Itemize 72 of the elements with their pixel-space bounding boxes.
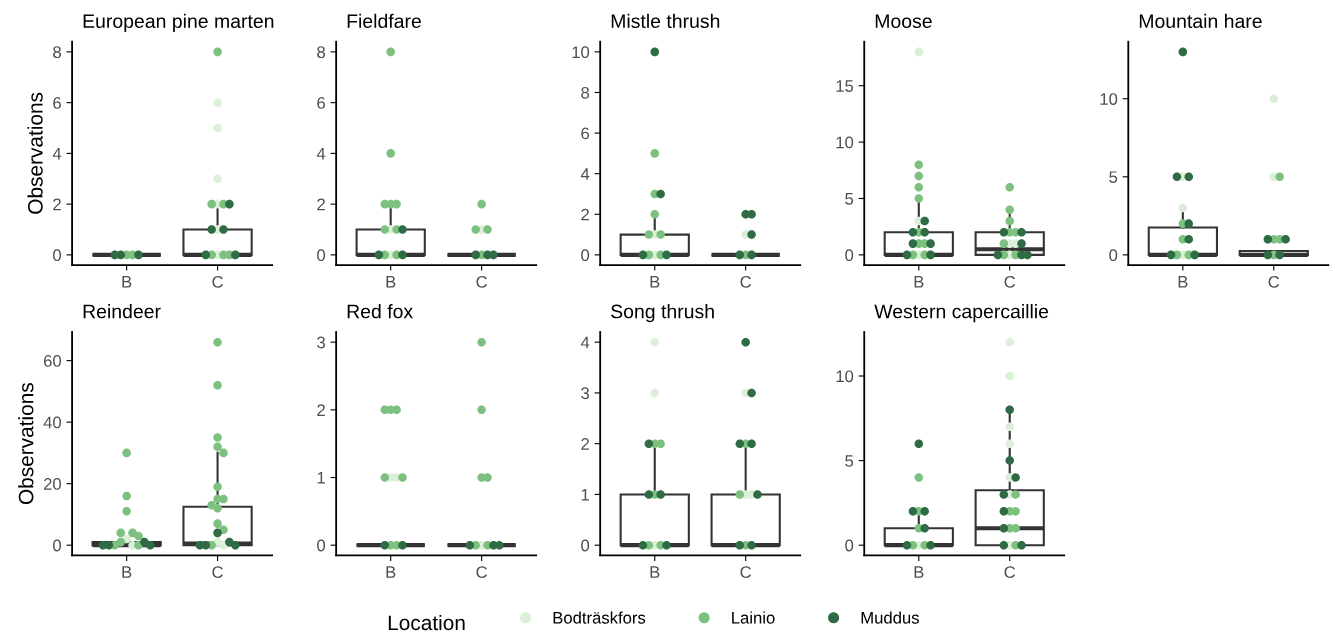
x-tick-label: C (476, 566, 487, 578)
y-tick-label: 0 (53, 249, 62, 262)
chart-title: Reindeer (83, 304, 161, 319)
x-tick-label: C (1004, 566, 1016, 578)
y-tick-label: 15 (836, 80, 854, 92)
legend-label: Muddus (861, 611, 919, 624)
x-tick-label: C (212, 566, 223, 578)
chart-title: Moose (875, 14, 932, 29)
y-axis-title: Observations (27, 92, 43, 214)
y-tick-label: 5 (845, 455, 854, 467)
y-tick-label: 4 (580, 168, 590, 180)
x-tick-label: B (650, 276, 660, 288)
x-tick-label: C (1004, 275, 1016, 288)
y-tick-label: 3 (317, 336, 325, 349)
y-tick-label: 0 (845, 539, 854, 552)
y-tick-label: 0 (1109, 249, 1118, 262)
y-tick-label: 6 (581, 127, 590, 140)
x-tick-label: C (1268, 275, 1280, 288)
y-tick-label: 4 (52, 147, 62, 160)
y-tick-label: 2 (53, 198, 61, 211)
chart-title: Western capercaillie (874, 304, 1049, 323)
y-tick-label: 2 (317, 404, 325, 416)
y-tick-label: 8 (53, 46, 61, 59)
y-tick-label: 2 (581, 438, 589, 450)
y-tick-label: 2 (581, 208, 589, 221)
y-tick-label: 2 (317, 198, 325, 211)
y-tick-label: 0 (317, 249, 326, 262)
chart-title: Fieldfare (347, 13, 421, 29)
x-tick-label: B (1178, 276, 1188, 288)
chart-title: Mountain hare (1139, 13, 1262, 29)
x-tick-label: C (740, 275, 752, 288)
chart-title: European pine marten (83, 13, 274, 32)
y-tick-label: 4 (316, 147, 326, 160)
y-tick-label: 4 (580, 336, 590, 349)
x-tick-label: B (914, 276, 924, 288)
y-tick-label: 8 (581, 86, 590, 99)
x-tick-label: C (212, 275, 223, 288)
y-axis-title: Observations (18, 383, 34, 505)
x-tick-label: B (386, 566, 396, 578)
y-tick-label: 10 (1100, 93, 1118, 105)
y-tick-label: 10 (836, 136, 854, 149)
x-tick-label: B (914, 566, 924, 578)
y-tick-label: 10 (572, 46, 590, 59)
legend-label: Lainio (732, 611, 775, 624)
y-tick-label: 8 (317, 46, 325, 59)
y-tick-label: 0 (845, 249, 854, 262)
x-tick-label: B (122, 566, 132, 578)
y-tick-label: 0 (317, 539, 326, 552)
chart-title: Red fox (347, 304, 413, 319)
x-tick-label: C (740, 566, 752, 578)
y-tick-label: 1 (317, 472, 325, 484)
x-tick-label: B (122, 276, 132, 288)
y-tick-label: 10 (836, 370, 854, 383)
x-tick-label: B (650, 566, 660, 578)
x-tick-label: B (386, 276, 396, 288)
chart-title: Song thrush (611, 304, 714, 323)
y-tick-label: 40 (43, 416, 62, 429)
y-tick-label: 3 (581, 387, 590, 400)
y-tick-label: 0 (581, 539, 590, 552)
y-tick-label: 60 (43, 355, 62, 367)
y-tick-label: 20 (43, 478, 62, 490)
legend-title: Location (388, 614, 465, 631)
y-tick-label: 0 (53, 539, 62, 552)
y-tick-label: 5 (845, 193, 854, 205)
y-tick-label: 1 (581, 489, 589, 501)
legend-label: Bodträskfors (553, 611, 646, 624)
chart-title: Mistle thrush (611, 13, 720, 29)
x-tick-label: C (476, 275, 487, 288)
y-tick-label: 0 (581, 249, 590, 262)
y-tick-label: 6 (317, 97, 325, 109)
y-tick-label: 6 (53, 97, 61, 109)
y-tick-label: 5 (1109, 171, 1118, 184)
